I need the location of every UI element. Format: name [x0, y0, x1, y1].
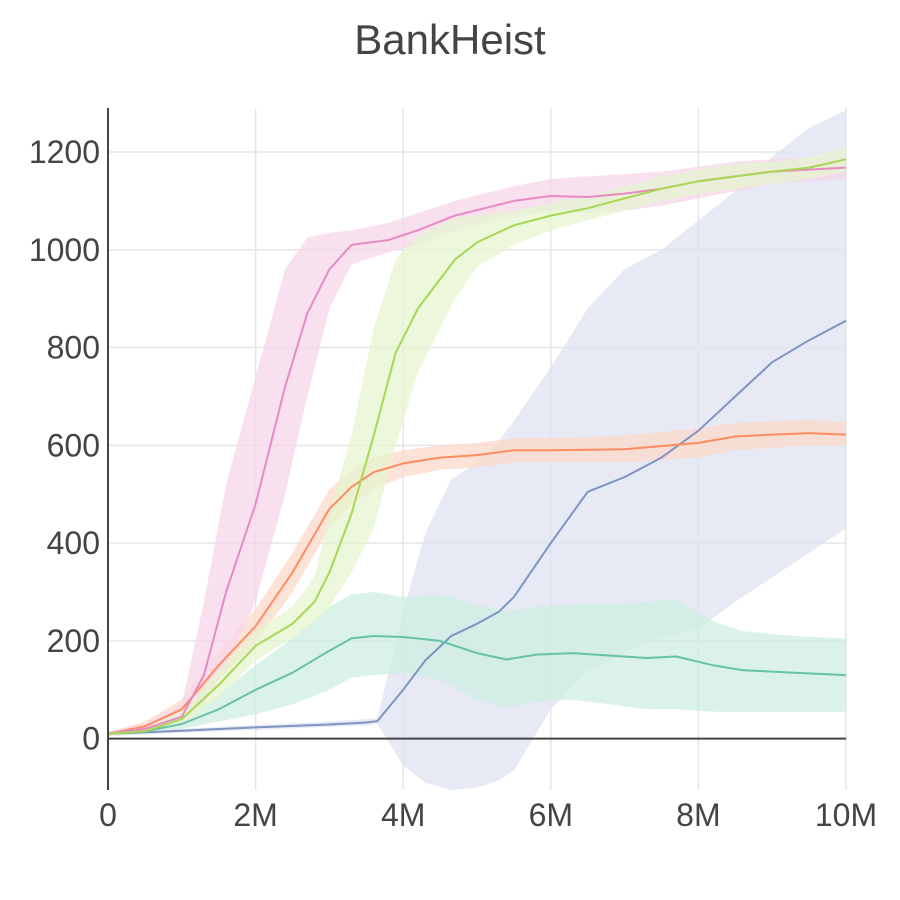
y-tick-label: 1000: [29, 232, 100, 268]
y-tick-label: 1200: [29, 134, 100, 170]
series-1-band: [108, 592, 846, 736]
x-tick-label: 8M: [676, 797, 720, 833]
y-tick-label: 600: [47, 427, 100, 463]
tick-labels: 0 2M 4M 6M 8M 10M 0 200 400 600 800 1000 1200: [29, 134, 877, 833]
series-2-line: [108, 432, 846, 735]
y-tick-label: 200: [47, 623, 100, 659]
x-tick-label: 4M: [381, 797, 425, 833]
series-lines: [108, 158, 846, 735]
series-3-band: [108, 156, 846, 736]
confidence-bands: [108, 110, 846, 790]
x-tick-label: 2M: [233, 797, 277, 833]
y-tick-label: 0: [82, 721, 100, 757]
x-tick-label: 0: [99, 797, 117, 833]
series-4-line: [108, 158, 846, 735]
y-tick-label: 400: [47, 525, 100, 561]
y-tick-label: 800: [47, 330, 100, 366]
x-tick-label: 6M: [529, 797, 573, 833]
chart-title: BankHeist: [354, 16, 546, 63]
axes: [107, 108, 846, 790]
series-0-line: [108, 319, 846, 735]
series-2-band: [108, 419, 846, 736]
x-tick-label: 10M: [815, 797, 877, 833]
series-1-line: [108, 635, 846, 735]
series-4-band: [108, 147, 846, 736]
